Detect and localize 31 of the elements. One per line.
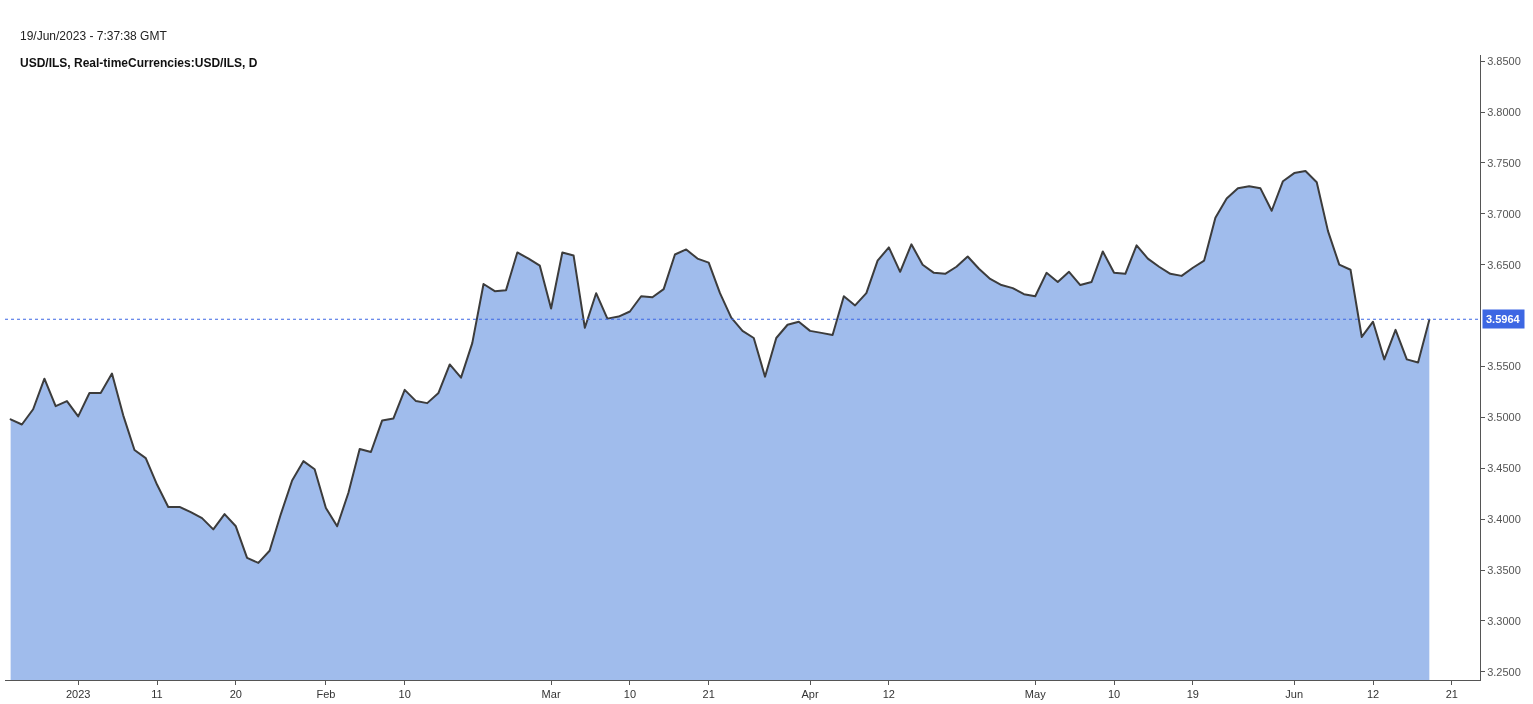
x-tick-label: Feb — [316, 688, 336, 701]
y-tick-label: 3.4000 — [1487, 513, 1521, 526]
y-tick-label: 3.5500 — [1487, 360, 1521, 373]
y-tick-label: 3.8000 — [1487, 105, 1521, 118]
y-tick-label: 3.3000 — [1487, 614, 1521, 627]
y-tick-label: 3.5000 — [1487, 411, 1521, 424]
chart-title: USD/ILS, Real-timeCurrencies:USD/ILS, D — [20, 56, 258, 71]
x-tick-label: 19 — [1186, 688, 1200, 701]
x-tick-label: 2023 — [65, 688, 91, 701]
x-tick-label: 11 — [151, 688, 163, 701]
y-tick-label: 3.6500 — [1487, 258, 1521, 271]
x-tick-label: Mar — [541, 688, 561, 701]
x-tick-label: 21 — [702, 688, 715, 701]
y-tick-label: 3.2500 — [1487, 665, 1521, 678]
ref-line-label: 3.5964 — [1486, 313, 1521, 325]
x-tick-label: 10 — [1107, 688, 1121, 701]
y-tick-label: 3.8500 — [1487, 54, 1521, 67]
x-tick-label: 10 — [398, 688, 411, 701]
x-tick-label: Apr — [801, 688, 819, 701]
x-tick-label: Jun — [1285, 688, 1304, 701]
x-tick-label: 20 — [229, 688, 242, 701]
y-tick-label: 3.3500 — [1487, 563, 1521, 576]
y-tick-label: 3.7500 — [1487, 156, 1521, 169]
y-tick-label: 3.7000 — [1487, 207, 1521, 220]
y-tick-label: 3.4500 — [1487, 462, 1521, 475]
x-tick-label: 12 — [882, 688, 895, 701]
x-tick-label: May — [1024, 688, 1047, 701]
x-tick-label: 21 — [1445, 688, 1458, 701]
x-tick-label: 10 — [623, 688, 637, 701]
x-tick-label: 12 — [1366, 688, 1380, 701]
text: 19/Jun/2023 - 7:37:38 GMT — [20, 29, 168, 43]
